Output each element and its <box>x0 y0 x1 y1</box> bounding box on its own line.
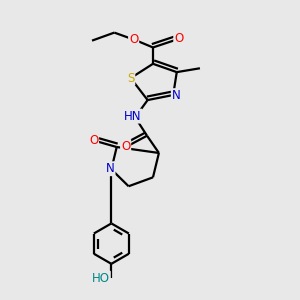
Text: N: N <box>172 89 181 102</box>
Text: O: O <box>129 33 138 46</box>
Text: HO: HO <box>92 272 110 285</box>
Text: HN: HN <box>124 110 142 123</box>
Text: O: O <box>121 140 130 153</box>
Text: O: O <box>89 134 98 147</box>
Text: S: S <box>127 72 134 85</box>
Text: O: O <box>174 32 184 45</box>
Text: N: N <box>106 162 115 175</box>
